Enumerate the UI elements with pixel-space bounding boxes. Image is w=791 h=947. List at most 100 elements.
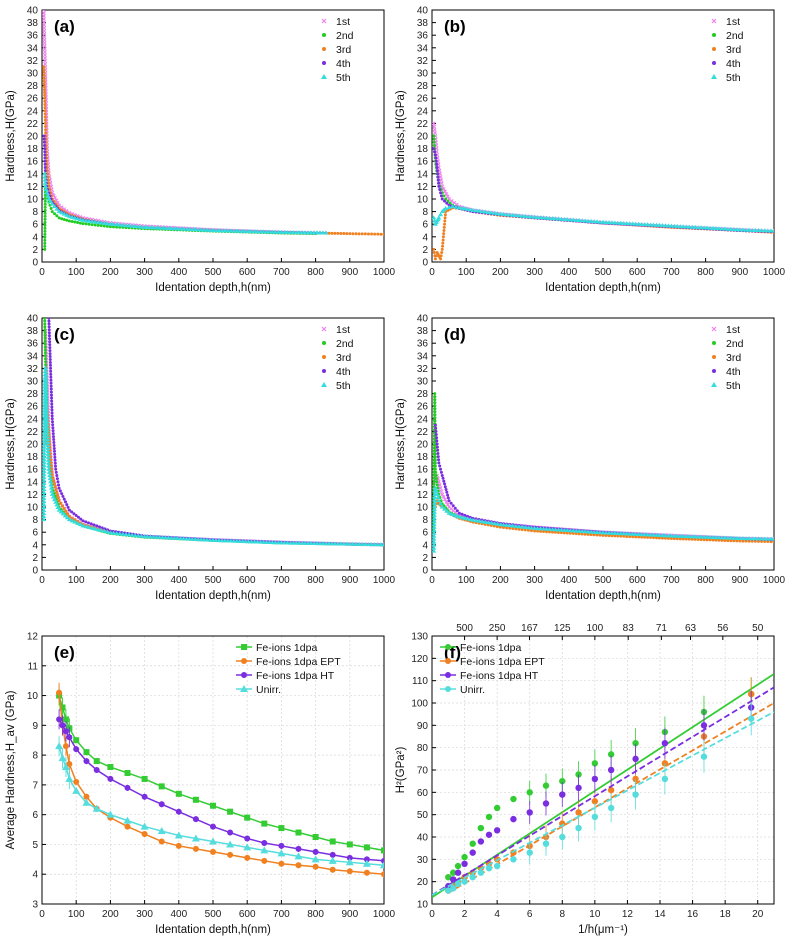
data-point <box>441 186 446 191</box>
data-point <box>175 842 182 849</box>
data-point <box>526 789 533 796</box>
data-point <box>329 851 336 858</box>
data-layer <box>432 673 774 899</box>
data-point <box>95 524 99 528</box>
data-point <box>43 62 48 66</box>
y-tick-label: 28 <box>27 389 39 400</box>
data-point <box>438 171 442 176</box>
data-point <box>51 426 55 430</box>
data-point <box>65 503 69 507</box>
data-point <box>42 70 46 74</box>
data-point <box>95 527 101 532</box>
data-point <box>126 532 132 537</box>
data-point <box>476 518 482 523</box>
data-point <box>48 363 52 367</box>
data-point <box>44 407 50 412</box>
data-point <box>432 476 436 480</box>
data-point <box>47 318 51 320</box>
data-point <box>432 503 438 508</box>
x-tick-label: 700 <box>663 267 680 278</box>
data-point <box>80 523 86 528</box>
data-point <box>634 535 638 539</box>
data-point <box>54 470 58 474</box>
data-point <box>466 514 470 518</box>
y-tick-label: 18 <box>417 452 429 463</box>
data-point <box>64 212 70 217</box>
data-point <box>51 432 55 436</box>
data-point <box>123 532 129 537</box>
data-point <box>444 508 450 513</box>
data-point <box>510 815 517 823</box>
data-point <box>455 509 459 513</box>
data-point <box>42 38 47 42</box>
data-point <box>83 218 89 223</box>
panel-e: 0 100 200 300 400 500 600 700 800 900 1000 3 4 5 6 7 8 9 1… <box>5 632 396 937</box>
legend-entry: 2nd <box>726 338 744 350</box>
data-point <box>440 474 444 477</box>
data-point <box>42 180 48 185</box>
data-point <box>43 401 49 406</box>
data-point <box>607 534 611 538</box>
data-point <box>59 210 65 215</box>
x-tick-label: 500 <box>205 575 222 586</box>
data-point <box>536 529 540 533</box>
x-tick-label: 2 <box>462 909 468 920</box>
y-tick-label: 22 <box>417 427 429 438</box>
data-point <box>49 372 53 376</box>
x-tick-label: 500 <box>595 267 612 278</box>
data-point <box>66 512 70 516</box>
data-point <box>244 854 251 861</box>
data-point <box>47 319 51 323</box>
data-point <box>513 213 519 218</box>
data-point <box>49 384 53 388</box>
data-point <box>575 809 582 816</box>
data-point <box>42 414 47 419</box>
data-point <box>643 535 647 539</box>
data-point <box>42 177 48 182</box>
data-point <box>604 533 608 537</box>
data-point <box>43 322 47 326</box>
data-point <box>443 199 447 203</box>
data-point <box>50 411 54 415</box>
data-point <box>442 479 446 483</box>
data-point <box>446 496 450 500</box>
y-tick-label: 20 <box>417 877 429 888</box>
data-point <box>750 539 754 543</box>
data-point <box>42 140 46 144</box>
data-point <box>50 396 54 400</box>
data-point <box>278 825 285 832</box>
data-point <box>43 56 47 60</box>
data-point <box>737 227 743 232</box>
y-tick-label: 40 <box>27 6 39 17</box>
data-point <box>525 214 531 219</box>
data-point <box>441 476 445 480</box>
data-point <box>43 247 47 251</box>
data-point <box>323 230 329 235</box>
data-point <box>437 181 441 185</box>
data-point <box>755 228 761 233</box>
data-point <box>449 501 453 505</box>
data-point <box>510 212 516 217</box>
data-point <box>46 463 52 468</box>
y-tick-label: 24 <box>27 414 39 425</box>
data-point <box>260 846 269 854</box>
data-point <box>357 232 361 236</box>
legend-marker <box>321 18 327 24</box>
x-tick-label: 1000 <box>763 575 786 586</box>
data-point <box>74 514 78 518</box>
data-point <box>489 523 493 527</box>
data-point <box>434 474 438 477</box>
data-point <box>443 189 447 194</box>
data-point <box>672 537 676 541</box>
data-point <box>42 47 47 51</box>
data-point <box>440 184 445 189</box>
data-point <box>497 211 503 216</box>
data-point <box>120 531 126 536</box>
data-point <box>354 232 358 236</box>
legend-entry: 2nd <box>726 30 744 42</box>
data-point <box>632 791 639 798</box>
data-point <box>43 169 47 173</box>
data-point <box>494 211 500 216</box>
y-tick-label: 14 <box>27 169 39 180</box>
data-point <box>760 539 764 543</box>
